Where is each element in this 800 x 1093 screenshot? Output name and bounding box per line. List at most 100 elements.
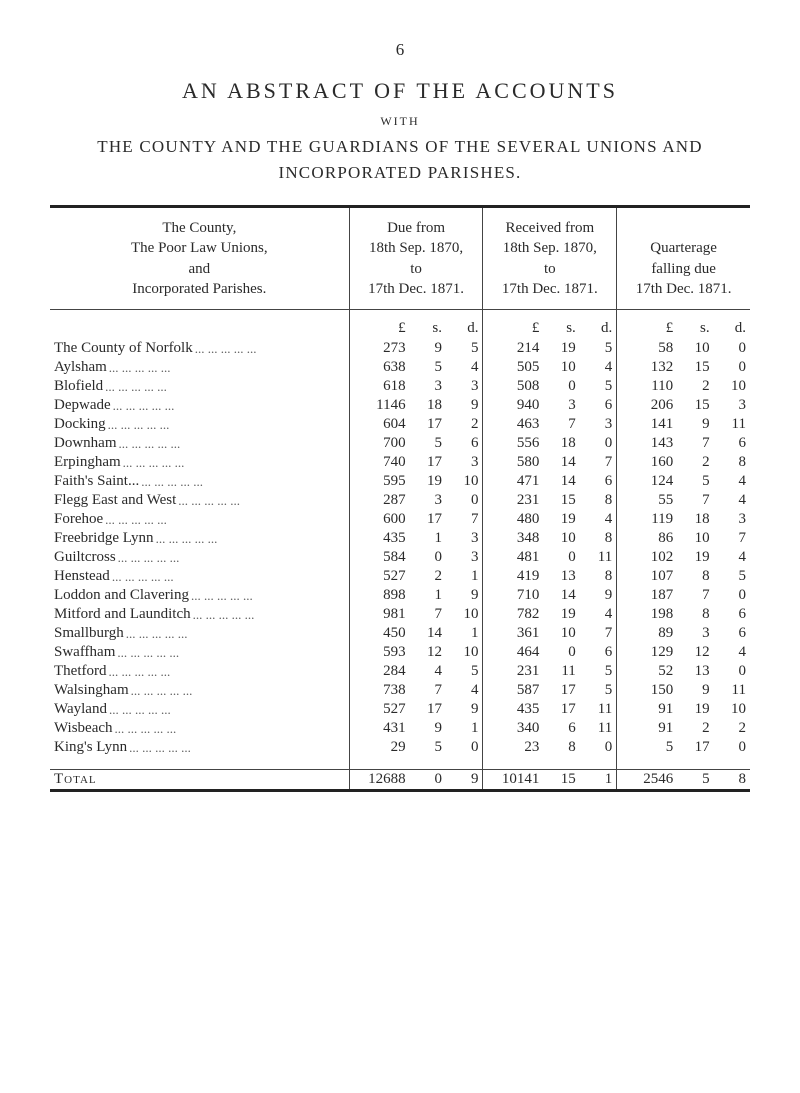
cell-due-shillings: 1 — [410, 586, 446, 605]
cell-received-shillings: 11 — [543, 662, 579, 681]
cell-quarterage-pounds: 198 — [617, 605, 677, 624]
cell-quarterage-shillings: 17 — [677, 738, 713, 757]
cell-received-pounds: 710 — [483, 586, 543, 605]
cell-received-pounds: 580 — [483, 453, 543, 472]
cell-received-pounds: 940 — [483, 396, 543, 415]
cell-due-pounds: 284 — [349, 662, 409, 681]
cell-quarterage-pounds: 5 — [617, 738, 677, 757]
cell-received-pence: 6 — [580, 472, 617, 491]
table-row: Downham ... ... ... ... ...7005655618014… — [50, 434, 750, 453]
cell-received-pence: 9 — [580, 586, 617, 605]
unit-shilling: s. — [543, 310, 579, 340]
table-row: Wisbeach ... ... ... ... ...431913406119… — [50, 719, 750, 738]
cell-quarterage-pounds: 89 — [617, 624, 677, 643]
row-description: Blofield ... ... ... ... ... — [50, 377, 349, 396]
cell-received-pounds: 505 — [483, 358, 543, 377]
cell-received-shillings: 14 — [543, 453, 579, 472]
table-row: Forehoe ... ... ... ... ...6001774801941… — [50, 510, 750, 529]
cell-received-shillings: 19 — [543, 510, 579, 529]
cell-due-pounds: 604 — [349, 415, 409, 434]
cell-received-pounds: 481 — [483, 548, 543, 567]
cell-quarterage-pounds: 129 — [617, 643, 677, 662]
cell-received-pounds: 231 — [483, 662, 543, 681]
cell-due-shillings: 9 — [410, 339, 446, 358]
cell-quarterage-shillings: 15 — [677, 396, 713, 415]
cell-received-pence: 5 — [580, 681, 617, 700]
cell-due-pounds: 450 — [349, 624, 409, 643]
cell-due-pence: 0 — [446, 491, 483, 510]
cell-received-shillings: 18 — [543, 434, 579, 453]
table-row: Faith's Saint... ... ... ... ... ...5951… — [50, 472, 750, 491]
table-row: Docking ... ... ... ... ...6041724637314… — [50, 415, 750, 434]
cell-quarterage-shillings: 7 — [677, 491, 713, 510]
row-description: Docking ... ... ... ... ... — [50, 415, 349, 434]
cell-received-pence: 8 — [580, 529, 617, 548]
cell-quarterage-pence: 6 — [714, 624, 750, 643]
cell-due-pence: 9 — [446, 586, 483, 605]
cell-due-pence: 10 — [446, 643, 483, 662]
cell-due-pence: 4 — [446, 358, 483, 377]
cell-due-pounds: 527 — [349, 567, 409, 586]
cell-received-pence: 5 — [580, 339, 617, 358]
cell-received-shillings: 14 — [543, 472, 579, 491]
cell-quarterage-pence: 3 — [714, 510, 750, 529]
cell-quarterage-pounds: 160 — [617, 453, 677, 472]
cell-due-pounds: 593 — [349, 643, 409, 662]
table-header-row: The County,The Poor Law Unions,andIncorp… — [50, 207, 750, 310]
total-received-shillings: 15 — [543, 770, 579, 791]
cell-due-pounds: 273 — [349, 339, 409, 358]
cell-received-pence: 7 — [580, 624, 617, 643]
cell-quarterage-shillings: 18 — [677, 510, 713, 529]
cell-quarterage-shillings: 9 — [677, 415, 713, 434]
row-description: Erpingham ... ... ... ... ... — [50, 453, 349, 472]
cell-quarterage-pence: 10 — [714, 700, 750, 719]
row-description: Depwade ... ... ... ... ... — [50, 396, 349, 415]
cell-due-pounds: 700 — [349, 434, 409, 453]
cell-quarterage-shillings: 8 — [677, 605, 713, 624]
cell-received-pence: 3 — [580, 415, 617, 434]
cell-due-shillings: 3 — [410, 377, 446, 396]
cell-received-shillings: 10 — [543, 358, 579, 377]
total-due-shillings: 0 — [410, 770, 446, 791]
cell-quarterage-pence: 3 — [714, 396, 750, 415]
cell-received-pounds: 361 — [483, 624, 543, 643]
col-header-received-text: Received from18th Sep. 1870,to17th Dec. … — [502, 220, 598, 297]
cell-quarterage-pounds: 58 — [617, 339, 677, 358]
row-description: Downham ... ... ... ... ... — [50, 434, 349, 453]
cell-due-pence: 3 — [446, 453, 483, 472]
cell-due-shillings: 18 — [410, 396, 446, 415]
cell-received-pence: 11 — [580, 548, 617, 567]
cell-quarterage-shillings: 9 — [677, 681, 713, 700]
cell-received-shillings: 3 — [543, 396, 579, 415]
table-row: Flegg East and West ... ... ... ... ...2… — [50, 491, 750, 510]
cell-quarterage-pence: 4 — [714, 643, 750, 662]
cell-due-pence: 7 — [446, 510, 483, 529]
row-description: Freebridge Lynn ... ... ... ... ... — [50, 529, 349, 548]
cell-due-shillings: 4 — [410, 662, 446, 681]
table-row: Mitford and Launditch ... ... ... ... ..… — [50, 605, 750, 624]
cell-quarterage-pence: 4 — [714, 548, 750, 567]
subtitle-line-1: THE COUNTY AND THE GUARDIANS OF THE SEVE… — [50, 137, 750, 157]
table-row: Swaffham ... ... ... ... ...593121046406… — [50, 643, 750, 662]
cell-received-pounds: 231 — [483, 491, 543, 510]
cell-due-shillings: 3 — [410, 491, 446, 510]
cell-quarterage-pounds: 206 — [617, 396, 677, 415]
col-header-description: The County,The Poor Law Unions,andIncorp… — [50, 207, 349, 310]
cell-quarterage-shillings: 8 — [677, 567, 713, 586]
cell-quarterage-shillings: 2 — [677, 377, 713, 396]
cell-due-shillings: 17 — [410, 415, 446, 434]
cell-due-pounds: 431 — [349, 719, 409, 738]
cell-quarterage-pounds: 91 — [617, 719, 677, 738]
cell-quarterage-pence: 7 — [714, 529, 750, 548]
row-description: Thetford ... ... ... ... ... — [50, 662, 349, 681]
cell-quarterage-shillings: 7 — [677, 434, 713, 453]
cell-quarterage-shillings: 2 — [677, 719, 713, 738]
cell-due-pence: 1 — [446, 719, 483, 738]
cell-quarterage-pounds: 150 — [617, 681, 677, 700]
unit-pence: d. — [714, 310, 750, 340]
cell-received-shillings: 8 — [543, 738, 579, 757]
cell-quarterage-pounds: 143 — [617, 434, 677, 453]
cell-received-pence: 8 — [580, 491, 617, 510]
cell-quarterage-pence: 2 — [714, 719, 750, 738]
cell-quarterage-pence: 6 — [714, 605, 750, 624]
